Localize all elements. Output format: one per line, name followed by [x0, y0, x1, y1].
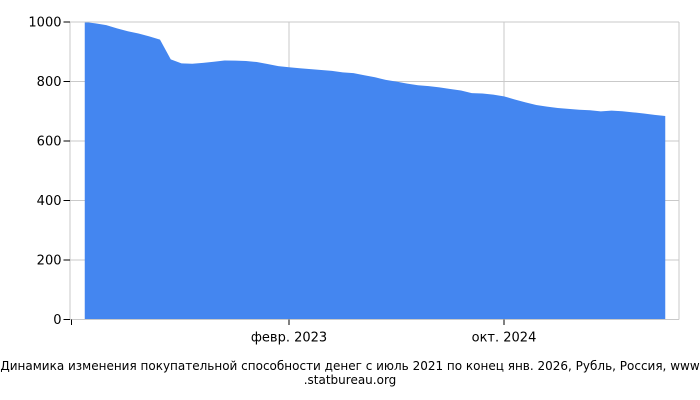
y-axis-tick-label: 1000	[28, 16, 61, 31]
y-axis-tick-label: 0	[53, 313, 61, 328]
area-series	[84, 22, 666, 320]
y-axis-tick-label: 600	[37, 135, 62, 150]
x-axis-tick-label: февр. 2023	[251, 331, 327, 346]
x-axis-tick-label: окт. 2024	[472, 331, 537, 346]
y-axis-tick-label: 200	[37, 254, 62, 269]
chart-caption-line1: Динамика изменения покупательной способн…	[0, 359, 700, 373]
y-axis-tick-label: 400	[37, 194, 62, 209]
chart-caption: Динамика изменения покупательной способн…	[0, 359, 700, 387]
chart-caption-line2: .statbureau.org	[303, 372, 397, 387]
chart-canvas: 0 200 400 600 800 1000 февр. 2023 окт. 2024	[28, 16, 680, 346]
y-axis-tick-label: 800	[37, 75, 62, 90]
